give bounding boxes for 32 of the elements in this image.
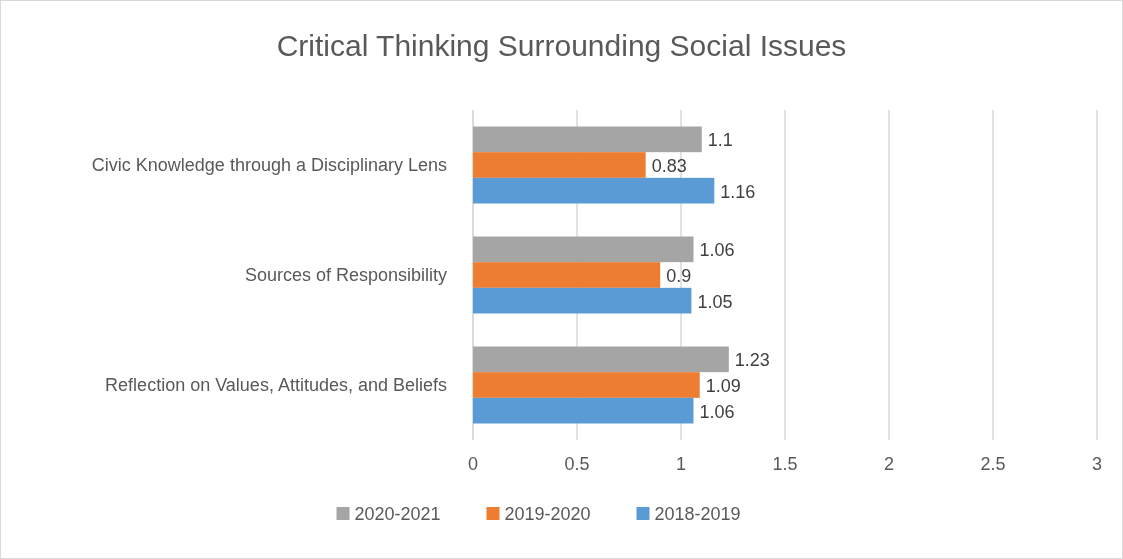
bar — [473, 126, 702, 153]
y-tick-label: Reflection on Values, Attitudes, and Beliefs — [105, 375, 447, 395]
x-tick-label: 0.5 — [564, 454, 590, 474]
y-tick-label: Civic Knowledge through a Disciplinary Lens — [91, 155, 447, 175]
bar — [473, 397, 694, 424]
data-label: 1.06 — [699, 401, 735, 422]
legend-label: 2020-2021 — [354, 504, 441, 524]
chart-title: Critical Thinking Surrounding Social Issues — [276, 29, 847, 62]
x-tick-label: 0 — [467, 454, 479, 474]
data-label: 1.06 — [699, 240, 735, 261]
bar — [473, 236, 694, 263]
bar — [473, 152, 646, 178]
bar — [473, 177, 715, 204]
legend-label: 2018-2019 — [654, 504, 741, 524]
x-tick-label: 1 — [675, 454, 687, 474]
x-tick-label: 3 — [1091, 454, 1103, 474]
x-tick-label: 2 — [883, 454, 895, 474]
data-label: 0.83 — [651, 156, 687, 176]
bar — [473, 262, 661, 288]
data-label: 1.1 — [707, 130, 733, 151]
data-label: 1.16 — [720, 181, 756, 202]
data-label: 1.09 — [705, 376, 741, 396]
bar — [473, 287, 692, 314]
data-label: 1.05 — [697, 291, 733, 312]
x-tick-label: 1.5 — [772, 454, 798, 474]
data-label: 0.9 — [666, 266, 692, 286]
legend-label: 2019-2020 — [504, 504, 591, 524]
y-tick-label: Sources of Responsibility — [244, 265, 447, 285]
data-label: 1.23 — [734, 350, 770, 371]
bar — [473, 346, 729, 373]
x-tick-label: 2.5 — [980, 454, 1006, 474]
bar — [473, 372, 700, 398]
